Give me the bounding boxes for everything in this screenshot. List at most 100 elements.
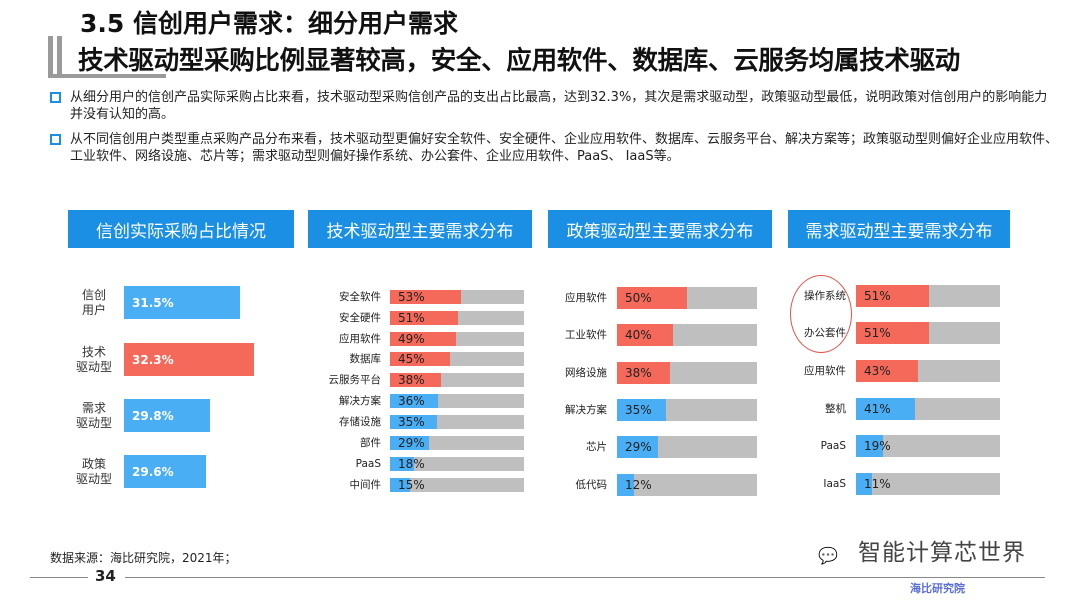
bar-track: 43%	[856, 360, 1000, 382]
bar	[856, 398, 916, 420]
category-label: IaaS	[823, 478, 846, 490]
category-label: 云服务平台	[328, 374, 382, 386]
category-label: 数据库	[349, 353, 382, 365]
bar: 29.8%	[124, 399, 210, 432]
bar-track: 45%	[390, 352, 524, 366]
bullet-text: 从细分用户的信创产品实际采购占比来看，技术驱动型采购信创产品的支出占比最高，达到…	[70, 90, 1048, 122]
bar-value: 40%	[625, 328, 652, 342]
bar-track: 49%	[390, 332, 524, 346]
bar	[390, 290, 462, 304]
bar-value: 38%	[625, 366, 652, 380]
category-label: PaaS	[820, 440, 846, 452]
bar-track: 41%	[856, 398, 1000, 420]
title-decoration	[48, 74, 166, 78]
bar-track: 53%	[390, 290, 524, 304]
bar-value: 19%	[864, 439, 891, 453]
source-note: 数据来源：海比研究院，2021年；	[50, 551, 237, 565]
bar-track: 36%	[390, 394, 524, 408]
bar-track: 29%	[617, 436, 757, 458]
panel-header: 政策驱动型主要需求分布	[548, 210, 772, 248]
bar-value: 51%	[398, 311, 425, 325]
bar-track: 18%	[390, 457, 524, 471]
title-decoration	[57, 36, 62, 78]
footer-line	[125, 577, 1045, 578]
bar-track: 19%	[856, 435, 1000, 457]
category-label: PaaS	[355, 458, 381, 470]
brand-name: 智能计算芯世界	[858, 540, 1026, 566]
bar: 32.3%	[124, 343, 255, 376]
bar-track: 29%	[390, 436, 524, 450]
bar	[390, 311, 459, 325]
bar	[856, 285, 930, 307]
bar-value: 29%	[398, 436, 425, 450]
bar	[390, 352, 451, 366]
bullet-text: 从不同信创用户类型重点采购产品分布来看，技术驱动型更偏好安全软件、安全硬件、企业…	[70, 132, 1059, 164]
bar-value: 36%	[398, 394, 425, 408]
bar	[856, 473, 872, 495]
bar	[617, 474, 634, 496]
bar-value: 45%	[398, 352, 425, 366]
panel-header: 需求驱动型主要需求分布	[788, 210, 1010, 248]
panel-header: 信创实际采购占比情况	[68, 210, 294, 248]
bar	[390, 478, 411, 492]
page-number: 34	[95, 567, 116, 585]
category-label: 低代码	[575, 479, 608, 491]
bar-track: 50%	[617, 287, 757, 309]
category-label: 网络设施	[565, 367, 607, 379]
footer-line	[30, 577, 88, 578]
bar-value: 41%	[864, 402, 891, 416]
category-label: 技术 驱动型	[75, 345, 112, 374]
bar-track: 40%	[617, 324, 757, 346]
category-label: 应用软件	[804, 365, 846, 377]
page-subtitle: 技术驱动型采购比例显著较高，安全、应用软件、数据库、云服务均属技术驱动	[78, 46, 961, 76]
bar	[390, 457, 415, 471]
bar	[617, 399, 666, 421]
bar-value: 53%	[398, 290, 425, 304]
bar-value: 38%	[398, 373, 425, 387]
watermark-logo: 海比研究院	[910, 582, 965, 595]
bar	[390, 394, 439, 408]
page-title: 3.5 信创用户需求：细分用户需求	[80, 9, 458, 38]
bar	[856, 435, 884, 457]
category-label: 整机	[825, 403, 846, 415]
bar	[617, 436, 658, 458]
bar-track: 51%	[390, 311, 524, 325]
bar-track: 15%	[390, 478, 524, 492]
bar-value: 18%	[398, 457, 425, 471]
bullet-list: 从细分用户的信创产品实际采购占比来看，技术驱动型采购信创产品的支出占比最高，达到…	[50, 89, 1060, 165]
bar-value: 51%	[864, 326, 891, 340]
category-label: 应用软件	[339, 333, 381, 345]
category-label: 政策 驱动型	[75, 457, 112, 486]
bar-track: 51%	[856, 322, 1000, 344]
title-decoration	[48, 36, 53, 78]
bar: 31.5%	[124, 286, 240, 319]
bar	[856, 360, 918, 382]
square-bullet-icon	[50, 134, 61, 145]
wechat-icon: 💬	[818, 546, 838, 565]
bar-value: 35%	[398, 415, 425, 429]
bar-track: 11%	[856, 473, 1000, 495]
bar-track: 35%	[390, 415, 524, 429]
highlight-circle	[790, 275, 852, 353]
bar-value: 49%	[398, 332, 425, 346]
category-label: 中间件	[349, 479, 382, 491]
category-label: 安全硬件	[339, 312, 381, 324]
bar-value: 11%	[864, 477, 891, 491]
category-label: 存储设施	[339, 416, 381, 428]
category-label: 解决方案	[339, 395, 381, 407]
category-label: 信创 用户	[81, 288, 106, 317]
category-label: 解决方案	[565, 404, 607, 416]
bar-track: 35%	[617, 399, 757, 421]
bar: 29.6%	[124, 455, 206, 488]
bar-track: 12%	[617, 474, 757, 496]
bar-value: 51%	[864, 289, 891, 303]
category-label: 需求 驱动型	[75, 401, 112, 430]
category-label: 工业软件	[565, 329, 607, 341]
bar-track: 38%	[390, 373, 524, 387]
bar-value: 35%	[625, 403, 652, 417]
square-bullet-icon	[50, 92, 61, 103]
bar	[617, 287, 687, 309]
category-label: 安全软件	[339, 291, 381, 303]
bar	[617, 362, 671, 384]
bar-value: 15%	[398, 478, 425, 492]
